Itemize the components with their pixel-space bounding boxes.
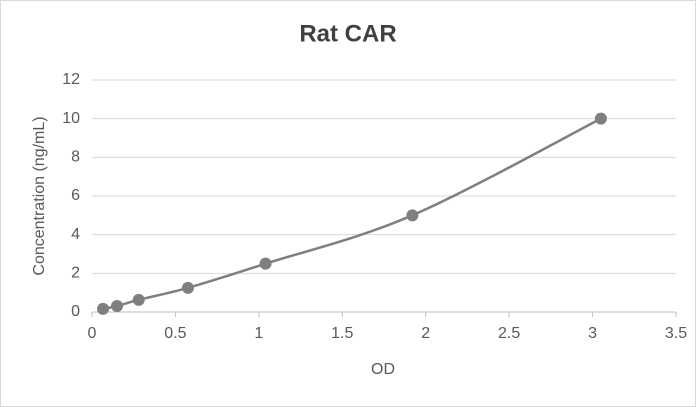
data-point [181,281,194,294]
data-point [132,293,145,306]
x-axis-label: OD [371,361,395,378]
y-tick-label: 12 [62,71,80,88]
chart-title: Rat CAR [299,20,396,47]
y-tick-label: 2 [71,265,80,282]
x-tick-label: 3.5 [665,325,687,342]
y-tick-label: 8 [71,149,80,166]
y-tick-label: 0 [71,303,80,320]
data-point [406,209,419,222]
y-tick-label: 10 [62,110,80,127]
x-tick-label: 2.5 [498,325,520,342]
data-point [594,112,607,125]
y-tick-label: 6 [71,187,80,204]
x-tick-label: 0 [88,325,97,342]
data-point [111,300,124,313]
x-tick-label: 2 [421,325,430,342]
x-tick-label: 1.5 [331,325,353,342]
x-tick-label: 3 [588,325,597,342]
y-tick-label: 4 [71,226,80,243]
data-point [97,302,110,315]
data-point [259,257,272,270]
x-tick-label: 1 [254,325,263,342]
x-tick-label: 0.5 [164,325,186,342]
y-axis-label: Concentration (ng/mL) [31,116,48,275]
